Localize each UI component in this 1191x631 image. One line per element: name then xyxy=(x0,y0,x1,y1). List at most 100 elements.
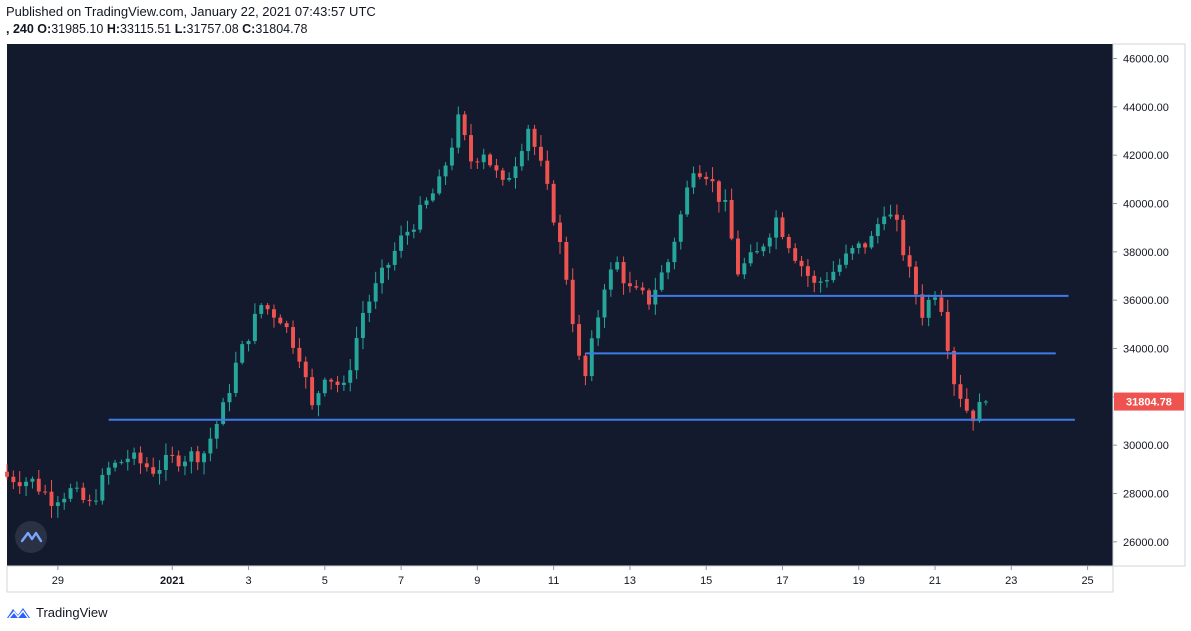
candle[interactable] xyxy=(392,242,397,271)
candle[interactable] xyxy=(780,212,785,240)
candle[interactable] xyxy=(284,320,289,333)
candle[interactable] xyxy=(882,206,887,231)
candle[interactable] xyxy=(583,352,588,386)
candle[interactable] xyxy=(729,188,734,241)
candle[interactable] xyxy=(570,268,575,333)
candle[interactable] xyxy=(87,494,92,507)
candle[interactable] xyxy=(246,339,251,352)
candle[interactable] xyxy=(221,397,226,426)
candle[interactable] xyxy=(748,244,753,267)
candle[interactable] xyxy=(831,260,836,283)
candle[interactable] xyxy=(933,291,937,306)
candle[interactable] xyxy=(43,484,48,496)
candle[interactable] xyxy=(844,244,849,269)
candle[interactable] xyxy=(252,303,257,345)
candle[interactable] xyxy=(119,459,124,465)
candle[interactable] xyxy=(163,443,168,481)
candle[interactable] xyxy=(672,237,677,270)
candle[interactable] xyxy=(373,271,378,309)
candle[interactable] xyxy=(227,383,232,412)
candle[interactable] xyxy=(341,375,346,392)
candle[interactable] xyxy=(608,262,613,297)
candle[interactable] xyxy=(704,172,709,186)
candle[interactable] xyxy=(481,148,486,170)
candle[interactable] xyxy=(24,477,29,497)
candle[interactable] xyxy=(418,196,423,233)
candle[interactable] xyxy=(983,399,988,406)
candle[interactable] xyxy=(11,470,16,490)
candle[interactable] xyxy=(17,471,22,494)
candle[interactable] xyxy=(666,258,671,280)
candle[interactable] xyxy=(824,271,829,288)
candle[interactable] xyxy=(113,459,118,472)
candle[interactable] xyxy=(68,483,73,503)
candle[interactable] xyxy=(233,351,238,397)
candle[interactable] xyxy=(144,457,149,472)
candle[interactable] xyxy=(767,233,772,254)
candle[interactable] xyxy=(812,270,817,293)
candle[interactable] xyxy=(74,481,79,493)
candle[interactable] xyxy=(634,279,639,290)
candle[interactable] xyxy=(151,457,156,477)
candle[interactable] xyxy=(793,243,798,264)
candle[interactable] xyxy=(926,294,931,327)
candle[interactable] xyxy=(259,303,264,319)
tradingview-badge-icon[interactable] xyxy=(15,521,47,553)
candle[interactable] xyxy=(348,359,353,392)
candle[interactable] xyxy=(424,197,429,209)
candle[interactable] xyxy=(538,135,543,167)
candle[interactable] xyxy=(602,283,607,328)
candle[interactable] xyxy=(500,167,505,186)
candle[interactable] xyxy=(964,388,969,414)
candle[interactable] xyxy=(939,290,944,316)
candle[interactable] xyxy=(716,179,721,213)
candle[interactable] xyxy=(640,282,645,295)
candle[interactable] xyxy=(411,224,416,239)
candle[interactable] xyxy=(94,489,98,506)
candle[interactable] xyxy=(30,476,35,489)
price-axis[interactable] xyxy=(1112,43,1186,567)
plot-area[interactable] xyxy=(7,44,1113,566)
candle[interactable] xyxy=(360,300,365,350)
candle[interactable] xyxy=(888,204,893,219)
candle[interactable] xyxy=(176,450,181,472)
candle[interactable] xyxy=(545,150,550,190)
candle[interactable] xyxy=(303,356,308,389)
candle[interactable] xyxy=(183,455,187,476)
candle[interactable] xyxy=(799,255,804,277)
candle[interactable] xyxy=(437,169,442,196)
candle[interactable] xyxy=(354,326,359,380)
candle[interactable] xyxy=(710,167,715,193)
candle[interactable] xyxy=(55,496,60,518)
candle[interactable] xyxy=(577,314,582,361)
candle[interactable] xyxy=(920,284,925,326)
candle[interactable] xyxy=(958,374,963,408)
candle[interactable] xyxy=(875,217,880,244)
candle[interactable] xyxy=(240,340,245,365)
candle[interactable] xyxy=(755,242,760,254)
candle[interactable] xyxy=(62,492,67,510)
candle[interactable] xyxy=(805,259,810,288)
candle[interactable] xyxy=(564,236,569,285)
candle[interactable] xyxy=(691,166,696,194)
candle[interactable] xyxy=(316,390,321,417)
candle[interactable] xyxy=(621,256,626,295)
candle[interactable] xyxy=(488,152,493,168)
candle[interactable] xyxy=(647,288,651,310)
candle[interactable] xyxy=(685,180,690,217)
candle[interactable] xyxy=(399,225,404,258)
candle[interactable] xyxy=(81,482,86,504)
candle[interactable] xyxy=(894,204,899,232)
candle[interactable] xyxy=(723,189,728,212)
candle[interactable] xyxy=(100,468,105,505)
candle[interactable] xyxy=(462,111,467,141)
candle[interactable] xyxy=(297,338,302,369)
candle[interactable] xyxy=(818,277,823,293)
candle[interactable] xyxy=(761,243,766,257)
candle[interactable] xyxy=(589,330,594,382)
candle[interactable] xyxy=(138,446,143,474)
candle[interactable] xyxy=(291,320,296,354)
candle[interactable] xyxy=(5,464,9,480)
candle[interactable] xyxy=(329,377,334,390)
candle[interactable] xyxy=(907,246,912,278)
